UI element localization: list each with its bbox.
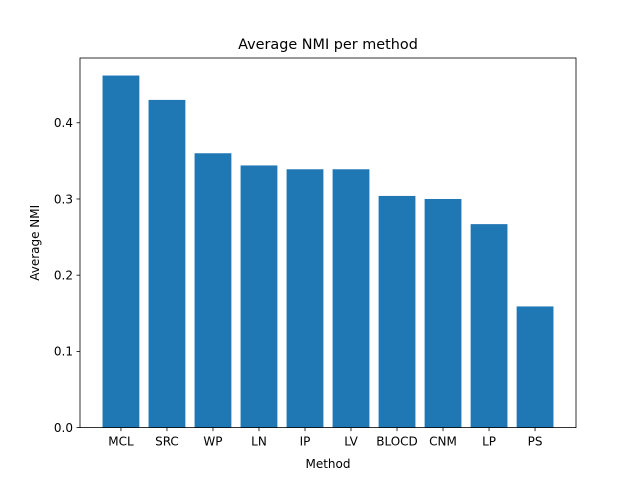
x-tick-label: LN <box>251 435 267 449</box>
x-tick-label: CNM <box>429 435 457 449</box>
chart-title: Average NMI per method <box>238 37 418 53</box>
bars-group <box>102 75 554 428</box>
bar-wp <box>194 153 232 428</box>
bar-ip <box>286 169 324 428</box>
x-axis: MCL SRC WP LN IP LV BLOCD CNM LP PS <box>108 427 543 449</box>
x-axis-label: Method <box>305 457 350 471</box>
y-tick-label: 0.0 <box>54 421 73 435</box>
x-tick-label: IP <box>300 435 311 449</box>
x-tick-label: MCL <box>108 435 134 449</box>
plot-frame <box>79 57 577 429</box>
y-tick-label: 0.3 <box>54 192 73 206</box>
x-tick-label: BLOCD <box>376 435 418 449</box>
y-tick-label: 0.1 <box>54 345 73 359</box>
bar-blocd <box>378 195 416 428</box>
bar-cnm <box>424 198 462 428</box>
x-tick-label: LV <box>344 435 358 449</box>
bar-lv <box>332 169 370 428</box>
x-tick-label: PS <box>528 435 543 449</box>
y-axis: 0.0 0.1 0.2 0.3 0.4 <box>54 116 80 435</box>
bar-ln <box>240 165 278 428</box>
y-tick-label: 0.4 <box>54 116 73 130</box>
x-tick-label: LP <box>482 435 496 449</box>
bar-ps <box>516 306 554 428</box>
x-tick-label: SRC <box>155 435 179 449</box>
bar-lp <box>470 224 508 428</box>
bar-mcl <box>102 75 140 428</box>
x-tick-label: WP <box>203 435 222 449</box>
bar-src <box>148 99 186 428</box>
y-axis-label: Average NMI <box>28 205 42 281</box>
y-tick-label: 0.2 <box>54 268 73 282</box>
